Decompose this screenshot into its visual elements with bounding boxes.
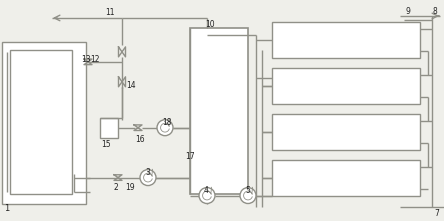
Text: 7: 7 (434, 210, 439, 219)
Bar (272, 114, 420, 150)
Circle shape (199, 188, 215, 204)
Text: 4: 4 (204, 186, 209, 194)
Circle shape (157, 120, 173, 136)
Text: 3: 3 (145, 168, 150, 177)
Text: 19: 19 (125, 183, 135, 192)
Text: 10: 10 (205, 20, 214, 29)
Bar (100, 118, 118, 138)
Bar (2, 42, 86, 204)
Text: 11: 11 (105, 8, 115, 17)
Circle shape (140, 170, 156, 186)
Text: 8: 8 (432, 7, 437, 16)
Circle shape (240, 188, 256, 204)
Bar (10, 50, 72, 194)
Bar (190, 28, 248, 194)
Text: 16: 16 (135, 135, 145, 144)
Bar (272, 68, 420, 104)
Text: 2: 2 (113, 183, 118, 192)
Text: 9: 9 (405, 7, 410, 16)
Bar (272, 160, 420, 196)
Text: 14: 14 (126, 81, 135, 90)
Text: 1: 1 (4, 204, 9, 213)
Text: 18: 18 (162, 118, 171, 127)
Text: 12: 12 (90, 55, 99, 64)
Text: 15: 15 (101, 140, 111, 149)
Text: 13: 13 (81, 55, 91, 64)
Bar (272, 22, 420, 58)
Text: 5: 5 (245, 186, 250, 194)
Text: 17: 17 (185, 152, 194, 161)
